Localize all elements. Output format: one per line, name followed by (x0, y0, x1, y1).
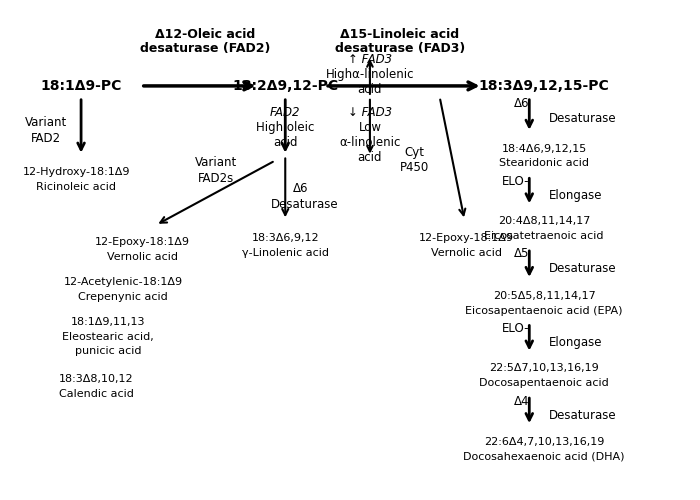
Text: Calendic acid: Calendic acid (59, 389, 134, 399)
Text: Ricinoleic acid: Ricinoleic acid (36, 182, 116, 192)
Text: Δ4: Δ4 (514, 394, 529, 407)
Text: α-linolenic: α-linolenic (340, 136, 400, 149)
Text: 12-Epoxy-18:1Δ9: 12-Epoxy-18:1Δ9 (419, 233, 514, 243)
Text: Cyt: Cyt (405, 146, 425, 159)
Text: Highα-linolenic: Highα-linolenic (326, 68, 414, 82)
Text: Docosapentaenoic acid: Docosapentaenoic acid (480, 378, 609, 388)
Text: FAD2s: FAD2s (197, 172, 234, 185)
Text: High oleic: High oleic (256, 121, 314, 134)
Text: 22:5Δ7,10,13,16,19: 22:5Δ7,10,13,16,19 (489, 364, 599, 374)
Text: acid: acid (358, 84, 382, 96)
Text: desaturase (FAD2): desaturase (FAD2) (141, 42, 271, 54)
Text: 12-Hydroxy-18:1Δ9: 12-Hydroxy-18:1Δ9 (22, 168, 130, 177)
Text: Desaturase: Desaturase (550, 262, 617, 276)
Text: Stearidonic acid: Stearidonic acid (499, 158, 589, 168)
Text: ELO-: ELO- (502, 322, 529, 335)
Text: 18:1Δ9,11,13: 18:1Δ9,11,13 (71, 316, 145, 326)
Text: 18:3Δ9,12,15-PC: 18:3Δ9,12,15-PC (479, 79, 610, 93)
Text: ↑ FAD3: ↑ FAD3 (348, 52, 392, 66)
Text: Desaturase: Desaturase (550, 408, 617, 422)
Text: Δ15-Linoleic acid: Δ15-Linoleic acid (340, 28, 459, 40)
Text: Δ6: Δ6 (293, 182, 308, 195)
Text: 12-Epoxy-18:1Δ9: 12-Epoxy-18:1Δ9 (95, 237, 190, 247)
Text: Desaturase: Desaturase (272, 198, 339, 211)
Text: punicic acid: punicic acid (75, 346, 141, 356)
Text: 20:4Δ8,11,14,17: 20:4Δ8,11,14,17 (498, 216, 590, 226)
Text: P450: P450 (400, 161, 429, 174)
Text: 18:4Δ6,9,12,15: 18:4Δ6,9,12,15 (502, 144, 587, 154)
Text: Δ12-Oleic acid: Δ12-Oleic acid (155, 28, 256, 40)
Text: γ-Linolenic acid: γ-Linolenic acid (241, 248, 329, 258)
Text: Variant: Variant (195, 156, 237, 169)
Text: acid: acid (273, 136, 298, 149)
Text: 20:5Δ5,8,11,14,17: 20:5Δ5,8,11,14,17 (493, 290, 596, 300)
Text: desaturase (FAD3): desaturase (FAD3) (335, 42, 465, 54)
Text: FAD2: FAD2 (270, 106, 300, 120)
Text: Docosahexaenoic acid (DHA): Docosahexaenoic acid (DHA) (463, 452, 625, 462)
Text: Δ5: Δ5 (514, 248, 529, 260)
Text: Δ6: Δ6 (514, 98, 529, 110)
Text: ↓ FAD3: ↓ FAD3 (348, 106, 392, 120)
Text: Eicosatetraenoic acid: Eicosatetraenoic acid (484, 231, 604, 241)
Text: Vernolic acid: Vernolic acid (107, 252, 178, 262)
Text: Crepenynic acid: Crepenynic acid (78, 292, 168, 302)
Text: 18:3Δ6,9,12: 18:3Δ6,9,12 (251, 233, 319, 243)
Text: Eleostearic acid,: Eleostearic acid, (62, 332, 154, 342)
Text: 12-Acetylenic-18:1Δ9: 12-Acetylenic-18:1Δ9 (63, 277, 183, 287)
Text: Elongase: Elongase (550, 189, 603, 202)
Text: acid: acid (358, 151, 382, 164)
Text: 18:2Δ9,12-PC: 18:2Δ9,12-PC (232, 79, 338, 93)
Text: 18:1Δ9-PC: 18:1Δ9-PC (41, 79, 122, 93)
Text: Vernolic acid: Vernolic acid (431, 248, 502, 258)
Text: 18:3Δ8,10,12: 18:3Δ8,10,12 (59, 374, 133, 384)
Text: Variant: Variant (25, 116, 67, 129)
Text: Elongase: Elongase (550, 336, 603, 349)
Text: FAD2: FAD2 (31, 132, 62, 145)
Text: ELO-: ELO- (502, 175, 529, 188)
Text: Eicosapentaenoic acid (EPA): Eicosapentaenoic acid (EPA) (466, 306, 623, 316)
Text: Low: Low (358, 121, 382, 134)
Text: 22:6Δ4,7,10,13,16,19: 22:6Δ4,7,10,13,16,19 (484, 437, 604, 447)
Text: Desaturase: Desaturase (550, 112, 617, 125)
